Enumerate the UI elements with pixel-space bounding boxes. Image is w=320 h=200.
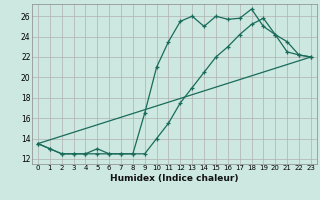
X-axis label: Humidex (Indice chaleur): Humidex (Indice chaleur): [110, 174, 239, 183]
